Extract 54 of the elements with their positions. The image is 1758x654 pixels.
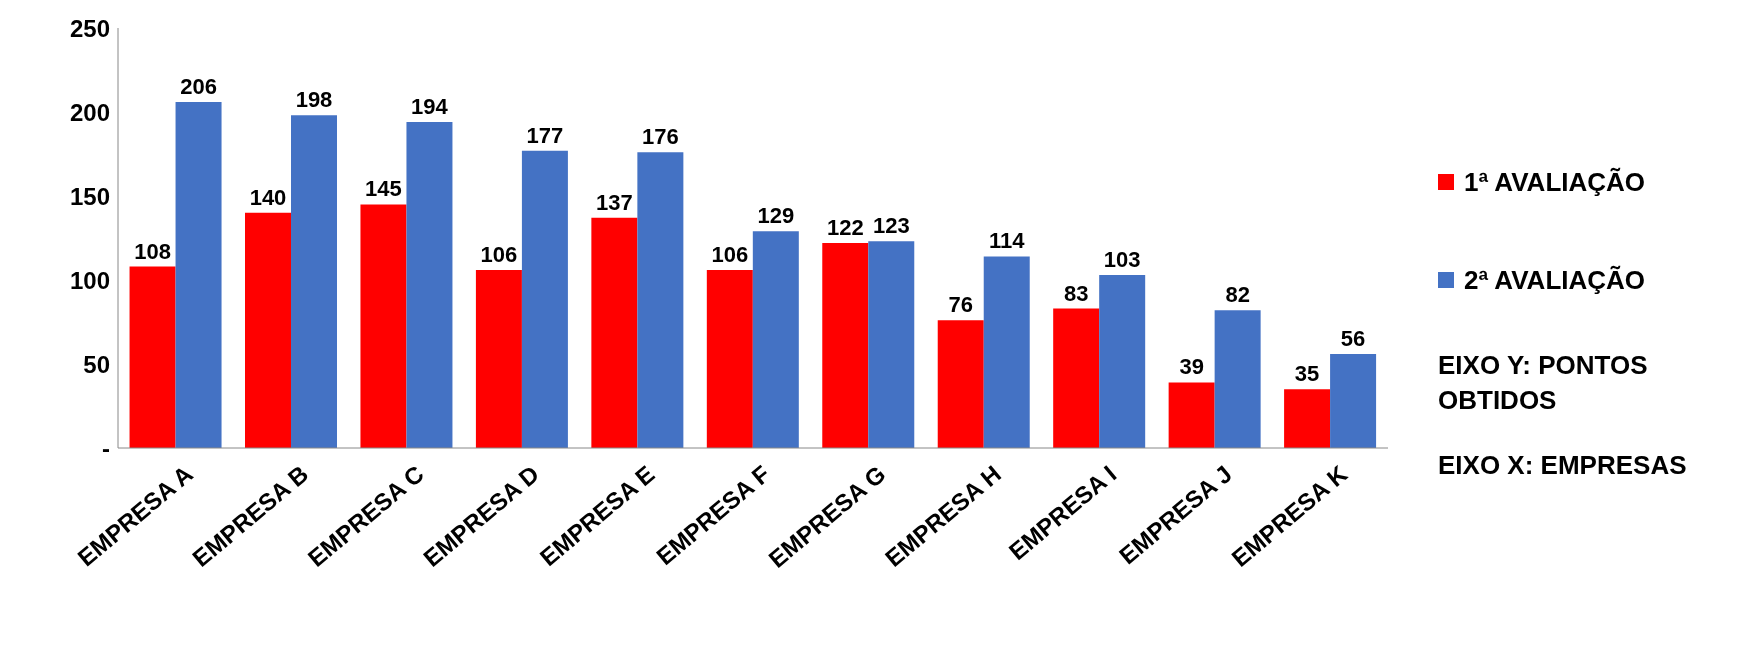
bar: [406, 122, 453, 448]
data-label: 103: [1103, 246, 1141, 272]
y-tick-label: -: [102, 434, 110, 462]
bar: [475, 269, 522, 448]
bar: [706, 269, 753, 448]
y-tick-label: 200: [69, 98, 110, 126]
y-tick-label: 50: [83, 350, 110, 378]
data-label: 108: [134, 238, 171, 264]
data-label: 137: [596, 189, 633, 215]
y-tick-label: 250: [69, 14, 110, 42]
data-label: 76: [948, 292, 973, 318]
data-label: 106: [480, 241, 518, 267]
bar: [822, 243, 869, 448]
bar: [1053, 308, 1100, 448]
bar: [521, 150, 568, 448]
bar: [637, 152, 684, 448]
bar: [983, 256, 1030, 448]
bar: [245, 212, 291, 448]
text: EIXO Y: PONTOS OBTIDOS: [1438, 349, 1649, 418]
legend-label: 1ª AVALIAÇÃO: [1464, 166, 1646, 198]
data-label: 123: [872, 213, 910, 239]
bar: [1284, 389, 1331, 448]
bar: [868, 241, 915, 448]
data-label: 83: [1063, 280, 1089, 306]
bar: [1099, 274, 1146, 448]
data-label: 56: [1340, 325, 1366, 351]
text: EIXO X: EMPRESAS: [1438, 449, 1688, 483]
y-tick-label: 100: [69, 266, 110, 294]
data-label: 177: [526, 122, 564, 148]
bar: [937, 320, 984, 448]
bar: [175, 101, 222, 448]
bar: [1330, 353, 1377, 448]
bar: [591, 217, 638, 448]
data-label: 129: [757, 203, 795, 229]
bar: [752, 231, 799, 448]
data-label: 106: [711, 241, 749, 267]
data-label: 140: [249, 184, 287, 210]
bar: [1214, 310, 1261, 448]
data-label: 194: [411, 94, 449, 120]
bar: [291, 115, 337, 448]
bar: [1168, 382, 1215, 448]
data-label: 198: [295, 87, 333, 113]
data-label: 206: [180, 73, 217, 99]
bar: [360, 204, 407, 448]
data-label: 114: [988, 228, 1026, 254]
data-label: 39: [1179, 354, 1204, 380]
bar: [129, 266, 176, 448]
data-label: 82: [1225, 282, 1250, 308]
y-tick-label: 150: [69, 182, 110, 210]
legend-label: 2ª AVALIAÇÃO: [1464, 264, 1646, 296]
data-label: 35: [1294, 361, 1320, 387]
data-label: 145: [365, 176, 402, 202]
data-label: 122: [826, 215, 864, 241]
data-label: 176: [642, 124, 679, 150]
